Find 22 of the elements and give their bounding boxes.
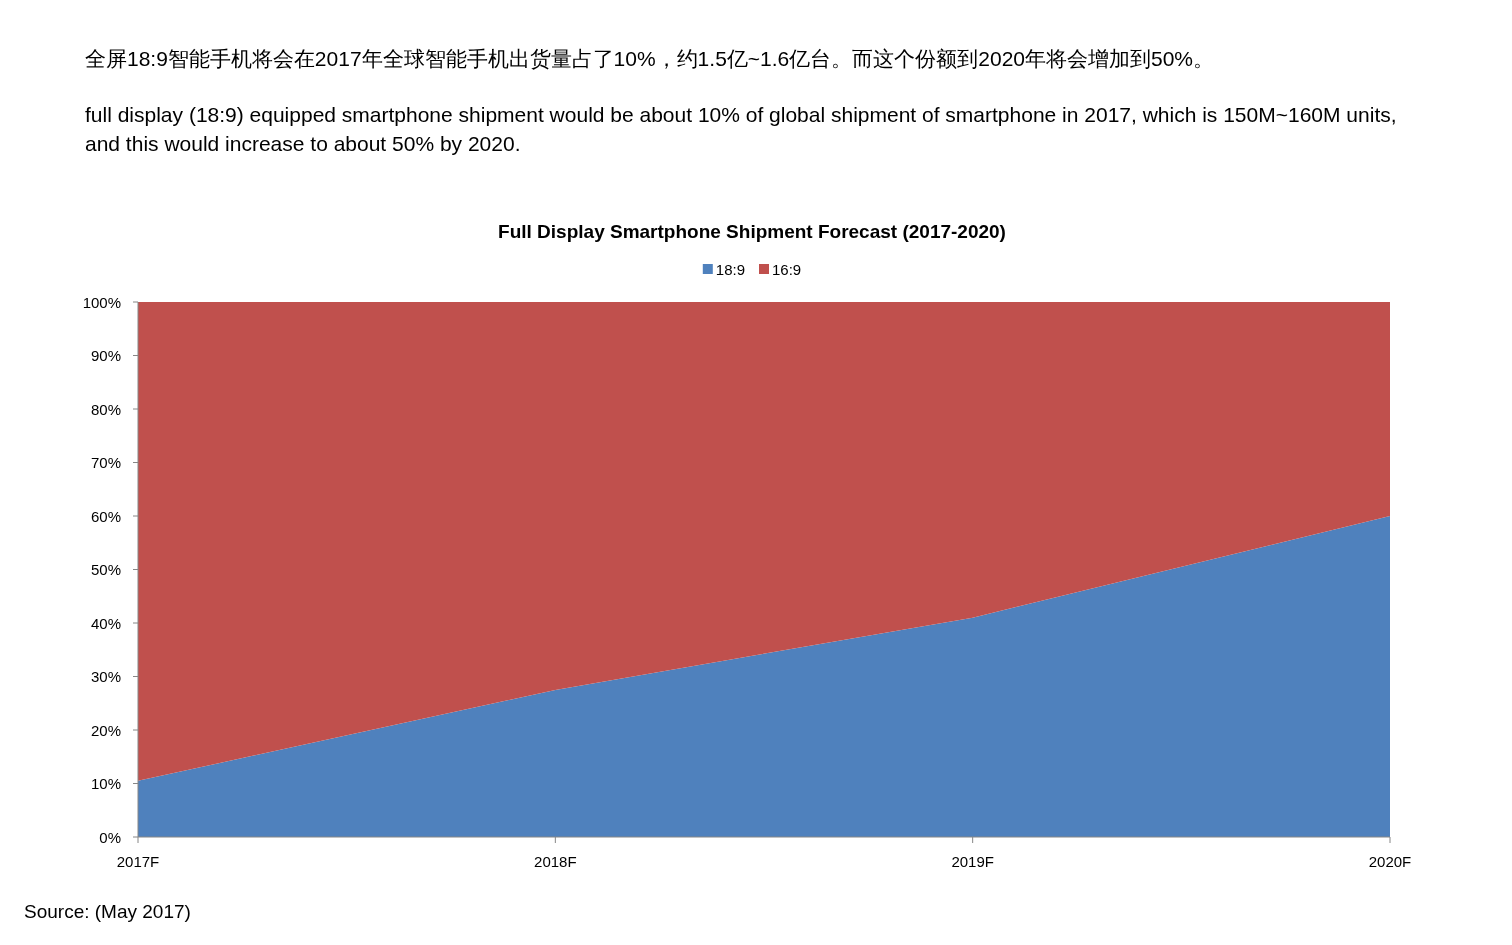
- text: full display (18:9) equipped smartphone shipment would be about 10% of global shipment of smartphone in 2017, which is 150M~160M units, and this would increase to about 50% by 2020.: [85, 102, 1398, 157]
- xtick: 2019F: [951, 852, 994, 870]
- ytick: 30%: [90, 668, 121, 685]
- ytick: 60%: [90, 507, 121, 525]
- text: 全屏18:9智能手机将会在2017年全球智能手机出货量占了10%，约1.5亿~1.6亿台。而这个份额到2020年将会增加到50%。: [85, 46, 1216, 72]
- xtick: 2018F: [534, 852, 577, 870]
- ytick: 40%: [90, 614, 121, 632]
- legend-label: 16:9: [772, 260, 802, 278]
- ytick: 70%: [90, 454, 121, 471]
- ytick: 90%: [90, 347, 121, 364]
- ytick: 10%: [90, 775, 121, 792]
- ytick: 0%: [99, 828, 121, 846]
- source-note: Source: (May 2017): [24, 900, 191, 924]
- ytick: 80%: [90, 400, 121, 418]
- title: Full Display Smartphone Shipment Forecast (2017-2020): [498, 220, 1006, 242]
- ytick: 100%: [82, 293, 121, 311]
- legend: 18:9 16:9: [702, 260, 802, 278]
- ytick: 50%: [90, 561, 121, 578]
- ytick: 20%: [90, 721, 121, 739]
- xtick: 2020F: [1368, 852, 1412, 870]
- legend-label: 18:9: [715, 260, 745, 278]
- xtick: 2017F: [116, 852, 160, 870]
